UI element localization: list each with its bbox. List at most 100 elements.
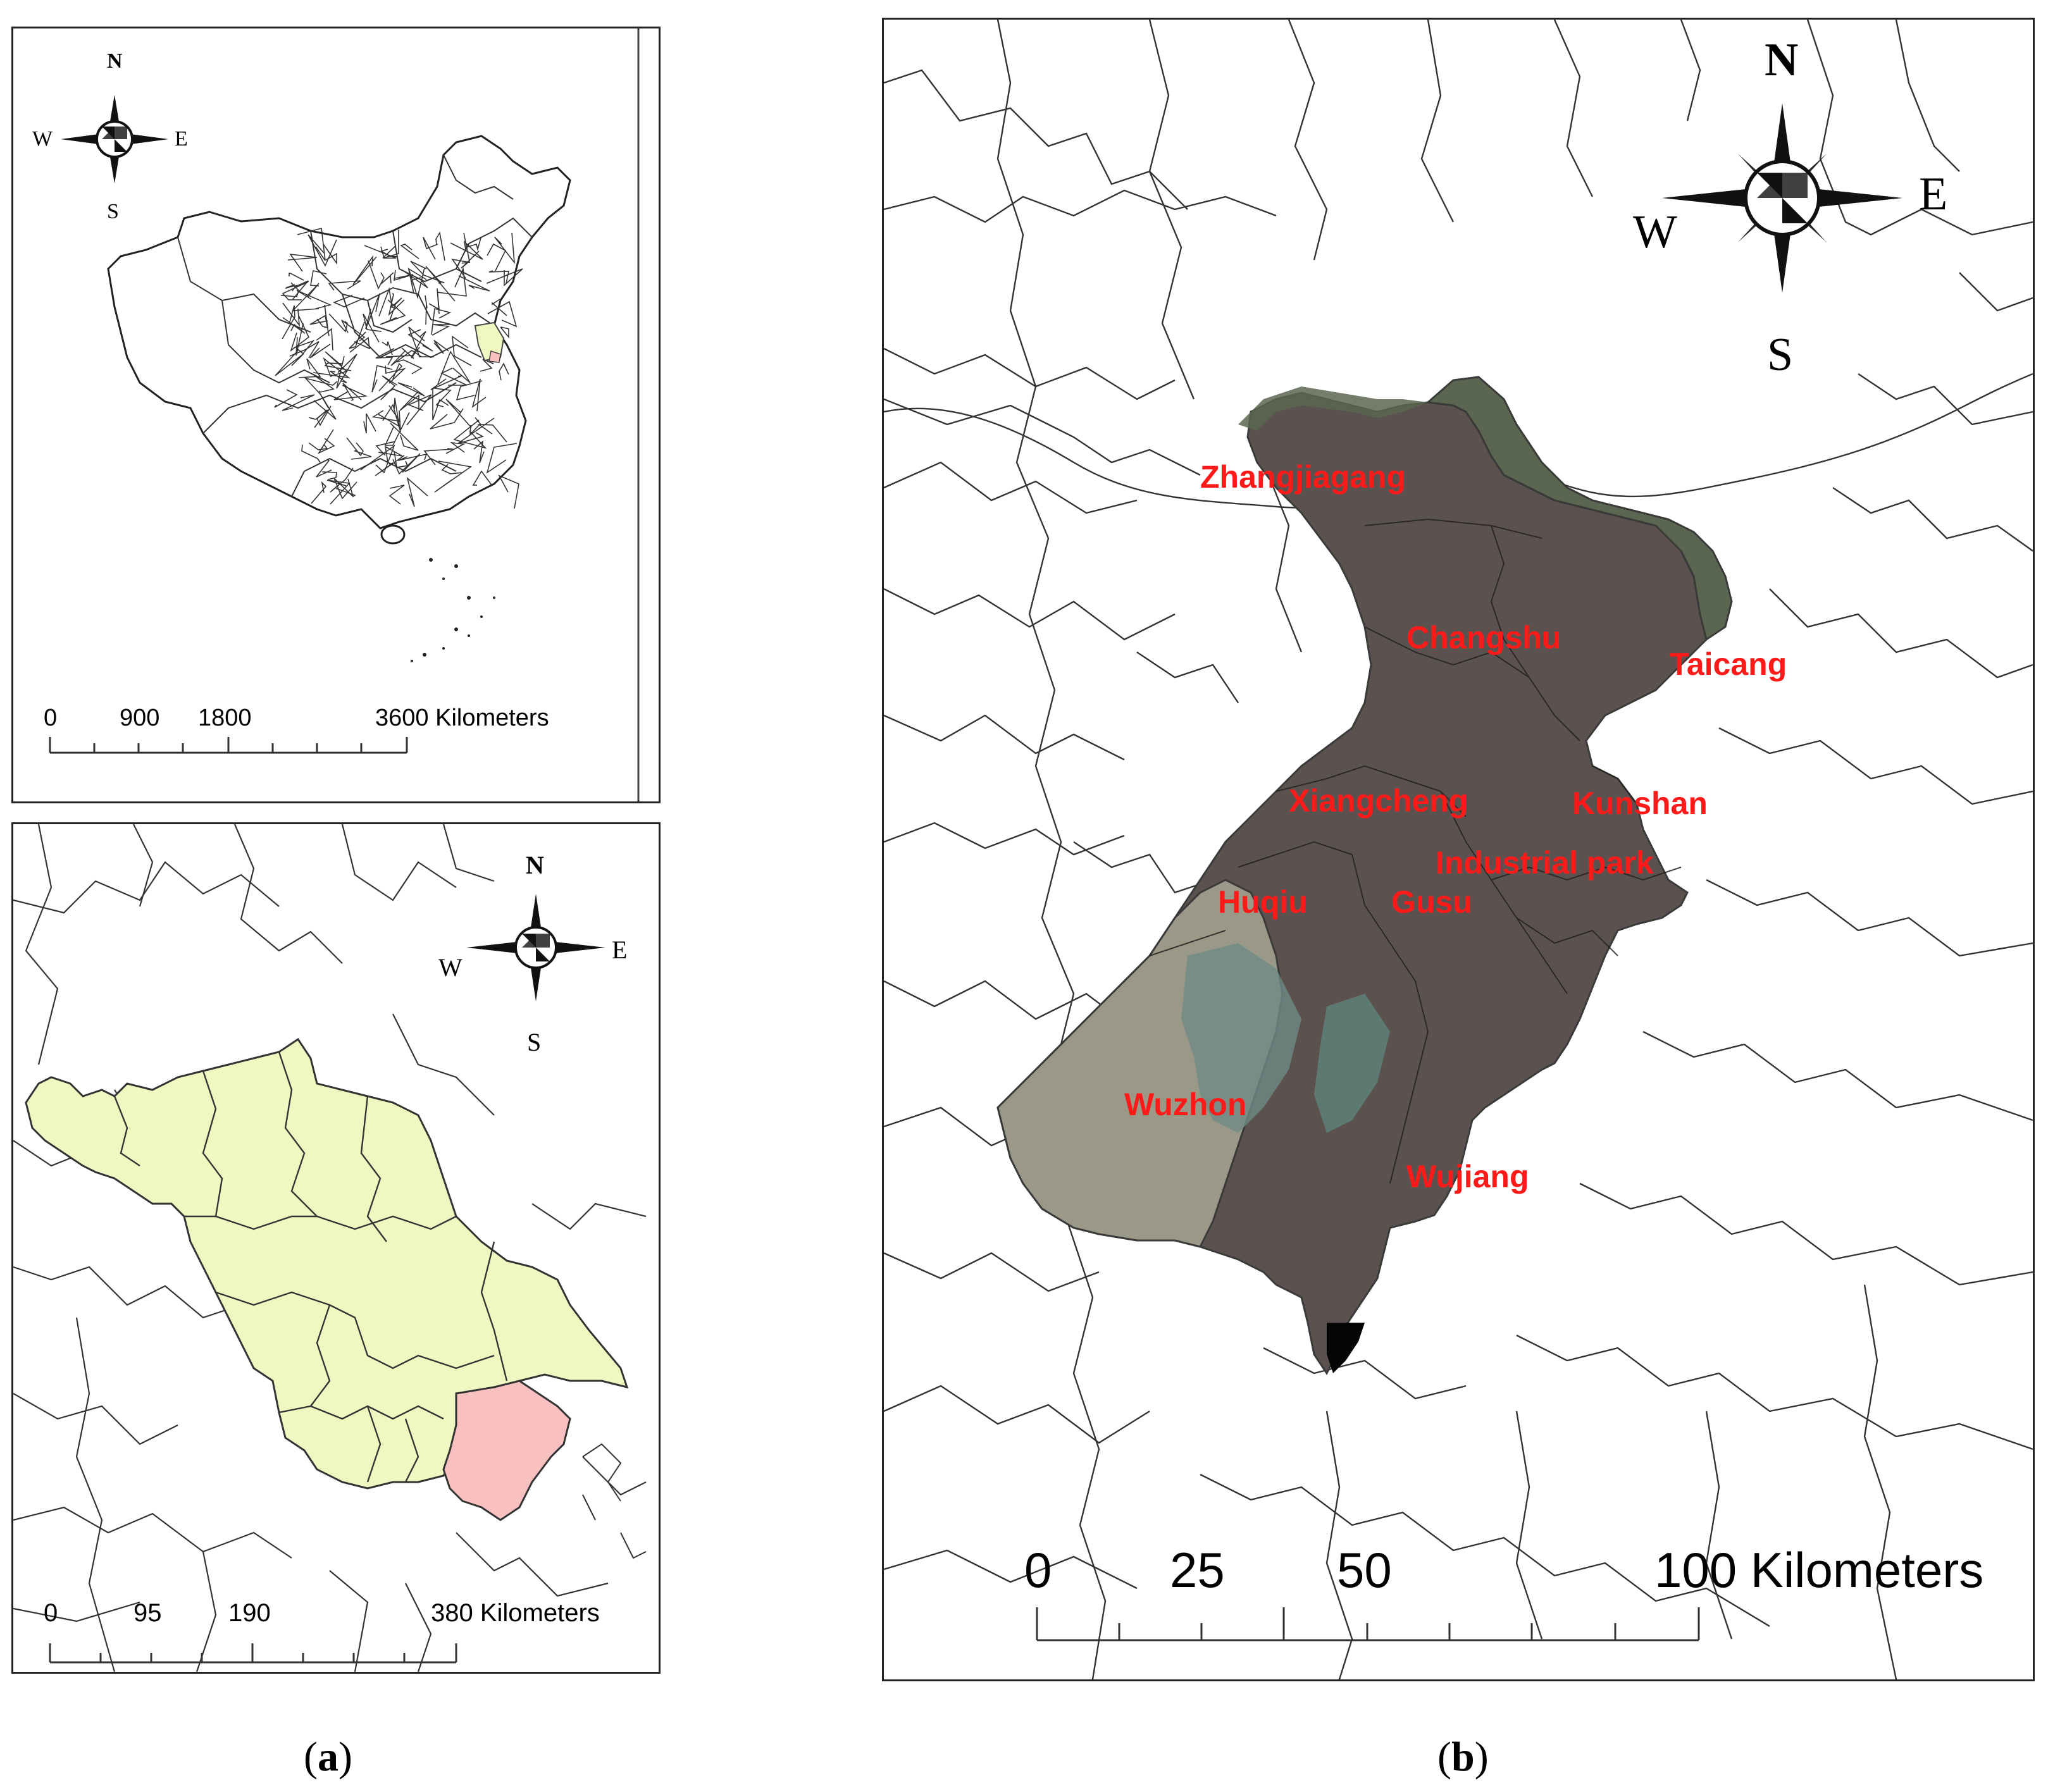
district-labels: Zhangjiagang Changshu Taicang Xiangcheng… <box>1124 459 1787 1194</box>
county-boundary <box>456 380 483 401</box>
county-boundary <box>458 275 490 292</box>
county-boundary <box>364 245 397 259</box>
county-boundary <box>328 280 361 291</box>
county-boundary <box>382 230 399 259</box>
county-boundary <box>351 450 372 460</box>
county-boundary <box>397 359 423 374</box>
county-boundary <box>313 392 337 420</box>
county-boundary <box>430 375 462 390</box>
scale-bar <box>1036 1607 1700 1641</box>
label-xiangcheng: Xiangcheng <box>1289 783 1468 819</box>
county-boundary <box>380 299 406 325</box>
county-boundary <box>292 280 309 300</box>
county-boundary <box>487 300 518 328</box>
county-boundary <box>423 448 454 466</box>
china-prefecture-lines <box>177 154 533 497</box>
county-boundary <box>363 413 376 434</box>
county-boundary <box>385 365 406 384</box>
county-boundary <box>282 305 295 340</box>
county-boundary <box>385 347 414 360</box>
county-boundary <box>428 288 440 314</box>
county-boundary <box>457 417 495 444</box>
county-boundary <box>445 399 472 428</box>
county-boundary <box>382 341 393 355</box>
county-boundary <box>471 378 487 412</box>
surrounding-boundaries <box>13 824 647 1672</box>
surrounding-county-boundaries <box>884 20 2033 1679</box>
county-boundary <box>472 470 493 486</box>
county-boundary <box>408 326 434 357</box>
county-boundary <box>287 253 318 272</box>
scale-tick-0: 0 <box>1024 1542 1052 1598</box>
compass-s: S <box>107 200 119 223</box>
county-boundary <box>323 244 337 265</box>
china-outline <box>107 135 571 529</box>
county-boundary <box>352 255 377 285</box>
county-boundary <box>378 397 400 428</box>
label-kunshan: Kunshan <box>1572 786 1708 821</box>
compass-w: W <box>438 953 462 982</box>
county-boundary <box>282 281 309 300</box>
county-boundary <box>430 408 464 429</box>
county-boundary <box>336 354 357 389</box>
county-boundary <box>335 478 356 498</box>
caption-a: (a) <box>304 1734 352 1780</box>
county-boundary <box>434 460 473 493</box>
county-boundary <box>477 424 507 443</box>
compass-s: S <box>527 1028 541 1056</box>
county-boundary <box>275 350 304 376</box>
compass-w: W <box>32 127 53 151</box>
county-boundary <box>316 304 328 329</box>
compass-n: N <box>107 49 123 73</box>
county-boundary <box>293 340 315 355</box>
label-huqiu: Huqiu <box>1218 884 1308 920</box>
county-boundary <box>307 234 337 267</box>
county-boundary <box>289 341 320 359</box>
county-boundary <box>407 267 427 300</box>
county-boundary <box>389 297 402 321</box>
county-boundary <box>434 388 452 407</box>
county-boundary <box>371 405 401 423</box>
county-boundary <box>431 324 450 336</box>
scale-tick-3: 380 Kilometers <box>431 1599 600 1627</box>
county-boundary <box>406 476 428 507</box>
county-boundary <box>282 317 306 334</box>
county-boundary <box>500 326 509 339</box>
county-boundary <box>453 419 487 449</box>
county-boundary <box>309 343 331 359</box>
county-boundary <box>341 319 366 342</box>
county-boundary <box>492 299 507 316</box>
scale-tick-3: 100 Kilometers <box>1654 1542 1983 1598</box>
county-boundary <box>432 389 449 421</box>
caption-a-letter: a <box>317 1734 338 1780</box>
county-boundary <box>375 348 395 366</box>
county-boundary <box>297 227 326 261</box>
county-boundary <box>499 362 509 381</box>
label-zhangjiagang: Zhangjiagang <box>1200 459 1406 495</box>
county-boundary <box>378 362 403 392</box>
county-boundary <box>316 328 333 351</box>
label-wujiang: Wujiang <box>1406 1159 1529 1194</box>
county-boundary <box>445 442 466 454</box>
county-boundary <box>375 455 405 476</box>
suzhou-highlight <box>442 1380 571 1521</box>
county-boundary <box>310 270 327 287</box>
compass-rose <box>61 95 168 183</box>
county-boundary <box>308 442 328 450</box>
county-boundary <box>486 268 523 287</box>
county-boundary <box>480 359 494 372</box>
county-boundary <box>390 423 419 451</box>
county-boundary <box>380 272 394 285</box>
county-boundary <box>425 266 456 302</box>
county-boundary <box>441 464 464 474</box>
label-gusu: Gusu <box>1391 884 1472 920</box>
county-boundary <box>437 350 471 385</box>
county-boundary <box>410 261 445 283</box>
panel-b-suzhou-map: Zhangjiagang Changshu Taicang Xiangcheng… <box>882 18 2035 1681</box>
county-boundary <box>406 394 432 426</box>
county-boundary <box>316 459 332 478</box>
compass-e: E <box>175 127 188 151</box>
scale-tick-1: 900 <box>120 705 159 731</box>
scale-tick-3: 3600 Kilometers <box>375 705 549 731</box>
label-wuzhon: Wuzhon <box>1124 1087 1246 1122</box>
